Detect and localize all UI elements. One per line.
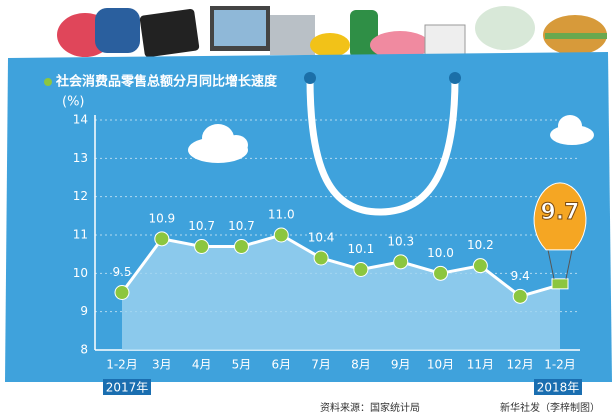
credit: 新华社发（李梓制图） (500, 401, 600, 414)
x-tick-label: 1-2月 (106, 358, 138, 372)
marker (393, 254, 409, 270)
chart-title: 社会消费品零售总额分月同比增长速度 (55, 74, 278, 90)
y-tick-label: 10 (73, 266, 88, 280)
bag-handle (306, 77, 459, 216)
x-tick-label: 5月 (232, 358, 252, 372)
marker (273, 227, 289, 243)
value-label: 11.0 (268, 208, 295, 222)
value-label: 10.1 (348, 242, 375, 256)
y-tick-label: 11 (73, 228, 88, 242)
x-tick-label: 4月 (192, 358, 212, 372)
x-tick-label: 10月 (427, 358, 454, 372)
source: 资料来源：国家统计局 (320, 401, 420, 414)
y-tick-label: 8 (80, 343, 88, 357)
value-label: 10.0 (427, 246, 454, 260)
x-tick-label: 3月 (152, 358, 172, 372)
y-tick-label: 14 (73, 113, 88, 127)
handle-hole (304, 72, 316, 84)
y-axis-label: (%) (62, 95, 85, 110)
y-tick-label: 13 (73, 151, 88, 165)
marker (194, 239, 210, 254)
handle-hole (449, 72, 461, 84)
x-tick-label: 8月 (351, 358, 371, 372)
products-decoration (57, 6, 607, 59)
y-tick-label: 12 (73, 189, 88, 203)
x-tick-label: 11月 (467, 358, 494, 372)
value-label: 10.9 (148, 211, 175, 225)
year-label: 2017年 (106, 381, 149, 395)
balloon (533, 182, 587, 251)
year-box (103, 379, 151, 395)
year-box (534, 379, 582, 395)
marker (472, 258, 488, 274)
value-label: 9.7 (541, 200, 580, 225)
title-bullet (44, 78, 52, 86)
value-label: 10.3 (387, 234, 414, 248)
x-tick-label: 7月 (311, 358, 331, 372)
x-tick-label: 1-2月 (544, 358, 576, 372)
balloon-rope (547, 249, 555, 279)
value-label: 10.2 (467, 238, 494, 252)
marker (233, 239, 249, 254)
value-label: 9.4 (511, 269, 530, 283)
area (122, 235, 560, 350)
value-label: 10.7 (228, 219, 255, 233)
marker (433, 265, 449, 281)
marker (154, 231, 170, 247)
marker (353, 262, 369, 277)
marker (114, 285, 130, 300)
value-label: 9.5 (112, 265, 131, 279)
balloon-rope (565, 249, 573, 279)
marker (512, 288, 528, 304)
marker (313, 250, 329, 266)
year-label: 2018年 (537, 381, 580, 395)
x-tick-label: 9月 (391, 358, 411, 372)
value-label: 10.4 (308, 231, 335, 245)
x-tick-label: 6月 (271, 358, 291, 372)
value-label: 10.7 (188, 219, 215, 233)
x-tick-label: 12月 (507, 358, 534, 372)
balloon-basket (551, 278, 569, 290)
y-tick-label: 9 (80, 304, 88, 318)
cloud (188, 124, 248, 163)
